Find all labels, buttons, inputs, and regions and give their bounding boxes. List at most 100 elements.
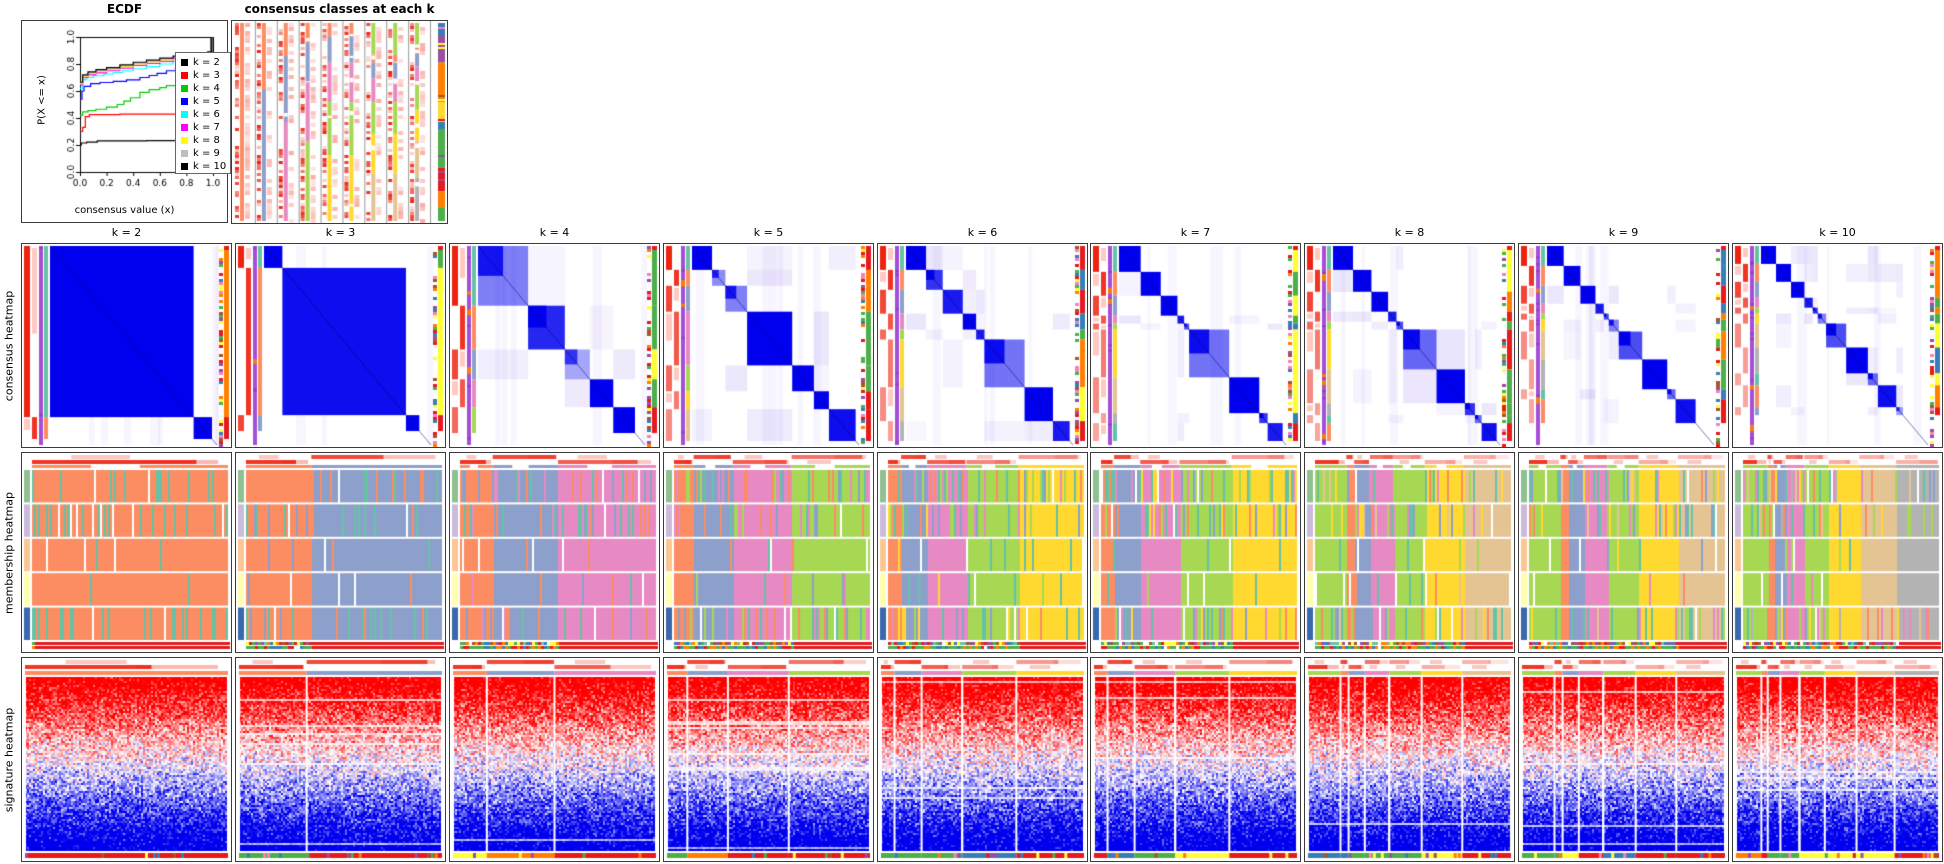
row-label-consensus-heatmap: consensus heatmap xyxy=(2,290,16,401)
legend-label: k = 9 xyxy=(193,147,220,159)
signature-heatmap-canvas-k-7 xyxy=(1091,658,1300,861)
signature-heatmap-panel-k-3 xyxy=(235,657,446,862)
signature-heatmap-canvas-k-3 xyxy=(236,658,445,861)
legend-swatch-icon xyxy=(181,72,188,79)
consensus-heatmap-canvas-k-10 xyxy=(1733,244,1942,447)
ecdf-yaxis-label: P(X <= x) xyxy=(36,75,48,125)
column-title-k-3: k = 3 xyxy=(325,226,356,239)
consensus-heatmap-canvas-k-3 xyxy=(236,244,445,447)
consensus-heatmap-canvas-k-4 xyxy=(450,244,659,447)
column-title-k-5: k = 5 xyxy=(753,226,784,239)
ecdf-xaxis-label: consensus value (x) xyxy=(74,205,175,216)
ecdf-legend-item-5: k = 5 xyxy=(181,95,230,108)
membership-heatmap-panel-k-6 xyxy=(877,452,1088,653)
ecdf-legend-item-10: k = 10 xyxy=(181,160,230,173)
membership-heatmap-panel-k-3 xyxy=(235,452,446,653)
legend-label: k = 4 xyxy=(193,82,220,94)
legend-swatch-icon xyxy=(181,98,188,105)
signature-heatmap-panel-k-10 xyxy=(1732,657,1943,862)
membership-heatmap-canvas-k-2 xyxy=(22,453,231,652)
legend-swatch-icon xyxy=(181,59,188,66)
consensus-heatmap-canvas-k-8 xyxy=(1305,244,1514,447)
consensus-heatmap-panel-k-7 xyxy=(1090,243,1301,448)
consensus-heatmap-canvas-k-7 xyxy=(1091,244,1300,447)
column-title-k-10: k = 10 xyxy=(1819,226,1856,239)
ecdf-legend-item-2: k = 2 xyxy=(181,56,230,69)
consensus-heatmap-canvas-k-5 xyxy=(664,244,873,447)
column-title-k-8: k = 8 xyxy=(1394,226,1425,239)
consensus-heatmap-panel-k-9 xyxy=(1518,243,1729,448)
ecdf-legend-item-8: k = 8 xyxy=(181,134,230,147)
ecdf-legend-item-7: k = 7 xyxy=(181,121,230,134)
consensus-heatmap-panel-k-3 xyxy=(235,243,446,448)
signature-heatmap-panel-k-8 xyxy=(1304,657,1515,862)
row-label-signature-heatmap: signature heatmap xyxy=(2,707,16,812)
consensus-heatmap-canvas-k-2 xyxy=(22,244,231,447)
signature-heatmap-panel-k-6 xyxy=(877,657,1088,862)
membership-heatmap-canvas-k-5 xyxy=(664,453,873,652)
membership-heatmap-canvas-k-4 xyxy=(450,453,659,652)
column-title-k-2: k = 2 xyxy=(111,226,142,239)
signature-heatmap-canvas-k-9 xyxy=(1519,658,1728,861)
legend-swatch-icon xyxy=(181,150,188,157)
membership-heatmap-canvas-k-6 xyxy=(878,453,1087,652)
consensus-heatmap-panel-k-6 xyxy=(877,243,1088,448)
membership-heatmap-panel-k-9 xyxy=(1518,452,1729,653)
membership-heatmap-canvas-k-3 xyxy=(236,453,445,652)
ecdf-title: ECDF xyxy=(106,2,143,16)
signature-heatmap-canvas-k-10 xyxy=(1733,658,1942,861)
signature-heatmap-panel-k-5 xyxy=(663,657,874,862)
consensus-heatmap-panel-k-4 xyxy=(449,243,660,448)
membership-heatmap-panel-k-2 xyxy=(21,452,232,653)
signature-heatmap-panel-k-4 xyxy=(449,657,660,862)
signature-heatmap-canvas-k-2 xyxy=(22,658,231,861)
consensus-heatmap-panel-k-2 xyxy=(21,243,232,448)
classes-heatmap-canvas xyxy=(232,21,447,223)
consensus-heatmap-panel-k-5 xyxy=(663,243,874,448)
signature-heatmap-canvas-k-4 xyxy=(450,658,659,861)
legend-swatch-icon xyxy=(181,111,188,118)
legend-label: k = 5 xyxy=(193,95,220,107)
ecdf-legend-item-6: k = 6 xyxy=(181,108,230,121)
membership-heatmap-panel-k-10 xyxy=(1732,452,1943,653)
legend-label: k = 8 xyxy=(193,134,220,146)
ecdf-legend-item-3: k = 3 xyxy=(181,69,230,82)
membership-heatmap-panel-k-7 xyxy=(1090,452,1301,653)
consensus-heatmap-canvas-k-6 xyxy=(878,244,1087,447)
legend-swatch-icon xyxy=(181,124,188,131)
classes-panel xyxy=(231,20,448,224)
membership-heatmap-canvas-k-7 xyxy=(1091,453,1300,652)
signature-heatmap-panel-k-9 xyxy=(1518,657,1729,862)
column-title-k-4: k = 4 xyxy=(539,226,570,239)
membership-heatmap-panel-k-5 xyxy=(663,452,874,653)
row-label-membership-heatmap: membership heatmap xyxy=(2,491,16,614)
legend-label: k = 3 xyxy=(193,69,220,81)
membership-heatmap-panel-k-4 xyxy=(449,452,660,653)
membership-heatmap-canvas-k-9 xyxy=(1519,453,1728,652)
membership-heatmap-panel-k-8 xyxy=(1304,452,1515,653)
signature-heatmap-panel-k-7 xyxy=(1090,657,1301,862)
membership-heatmap-canvas-k-8 xyxy=(1305,453,1514,652)
legend-label: k = 6 xyxy=(193,108,220,120)
legend-swatch-icon xyxy=(181,163,188,170)
legend-label: k = 10 xyxy=(193,160,227,172)
column-title-k-7: k = 7 xyxy=(1180,226,1211,239)
legend-swatch-icon xyxy=(181,137,188,144)
consensus-heatmap-canvas-k-9 xyxy=(1519,244,1728,447)
signature-heatmap-canvas-k-8 xyxy=(1305,658,1514,861)
membership-heatmap-canvas-k-10 xyxy=(1733,453,1942,652)
ecdf-legend-item-4: k = 4 xyxy=(181,82,230,95)
column-title-k-6: k = 6 xyxy=(967,226,998,239)
signature-heatmap-canvas-k-6 xyxy=(878,658,1087,861)
classes-panel-title: consensus classes at each k xyxy=(244,2,435,16)
signature-heatmap-canvas-k-5 xyxy=(664,658,873,861)
legend-label: k = 7 xyxy=(193,121,220,133)
legend-label: k = 2 xyxy=(193,56,220,68)
signature-heatmap-panel-k-2 xyxy=(21,657,232,862)
legend-swatch-icon xyxy=(181,85,188,92)
consensus-heatmap-panel-k-10 xyxy=(1732,243,1943,448)
consensus-heatmap-panel-k-8 xyxy=(1304,243,1515,448)
